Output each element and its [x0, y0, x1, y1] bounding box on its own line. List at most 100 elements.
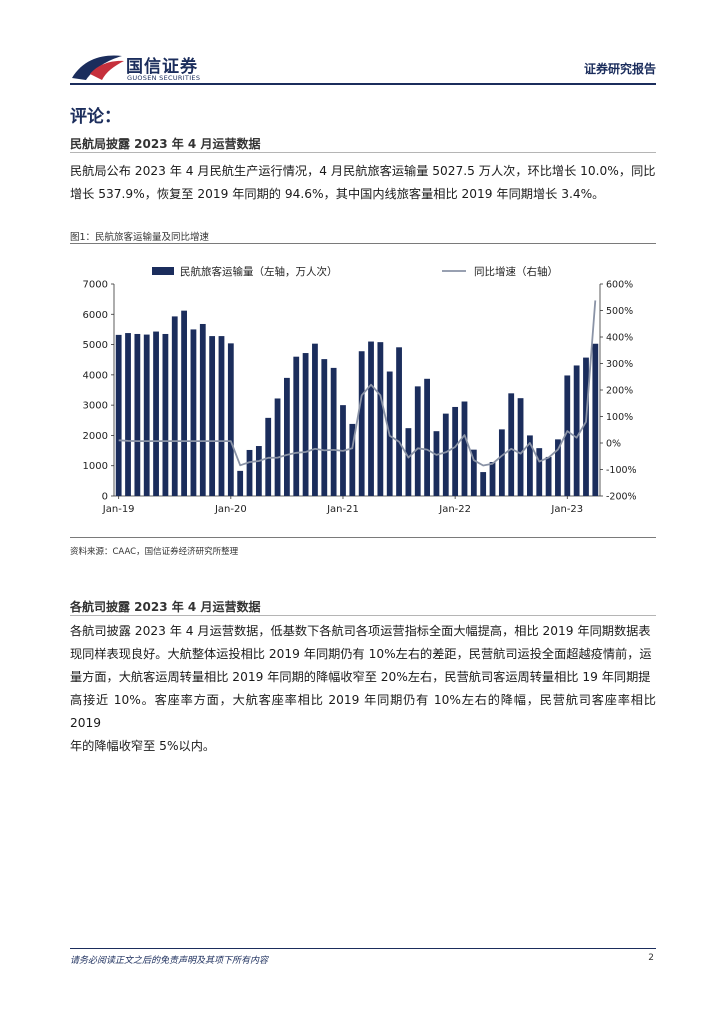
- bar: [527, 435, 533, 496]
- section2-divider: [70, 615, 656, 616]
- passenger-chart: 民航旅客运输量（左轴，万人次） 同比增速（右轴） 0 1000 2000 3000 400…: [83, 265, 637, 515]
- section2-line: 各航司披露 2023 年 4 月运营数据，低基数下各航司各项运营指标全面大幅提高…: [70, 624, 651, 638]
- section1-line: 民航局公布 2023 年 4 月民航生产运行情况，4 月民航旅客运输量 5027…: [70, 164, 656, 178]
- bar: [414, 386, 421, 496]
- section2-line: 年的降幅收窄至 5%以内。: [70, 739, 216, 753]
- section1-paragraph: 民航局公布 2023 年 4 月民航生产运行情况，4 月民航旅客运输量 5027…: [70, 160, 656, 206]
- bar: [405, 428, 412, 496]
- left-tick-label: 2000: [83, 431, 108, 442]
- bar: [349, 423, 356, 496]
- figure-title: 图1：民航旅客运输量及同比增速: [70, 232, 210, 243]
- page-number: 2: [648, 953, 654, 963]
- left-tick-label: 3000: [83, 401, 108, 412]
- section2-title: 各航司披露 2023 年 4 月运营数据: [70, 600, 261, 614]
- bar: [573, 365, 580, 496]
- bar: [470, 449, 477, 496]
- growth-line: [118, 300, 597, 467]
- header-divider: [70, 83, 656, 85]
- section2-line: 量方面，大航客运周转量相比 2019 年同期的降幅收窄至 20%左右，民营航司客…: [70, 670, 651, 684]
- bar: [442, 413, 449, 496]
- left-tick-label: 5000: [83, 340, 108, 351]
- bar: [218, 336, 225, 496]
- bar: [377, 342, 384, 496]
- bar: [545, 456, 552, 496]
- section1-title: 民航局披露 2023 年 4 月运营数据: [70, 137, 261, 151]
- logo-text-en: GUOSEN SECURITIES: [127, 74, 201, 82]
- bar: [181, 310, 187, 496]
- x-tick-label: Jan-19: [102, 504, 135, 515]
- bar: [190, 329, 197, 496]
- bar: [368, 341, 374, 496]
- right-tick-label: 0%: [606, 439, 621, 450]
- right-tick-label: 500%: [606, 306, 633, 317]
- bar: [536, 448, 543, 496]
- bar: [199, 323, 206, 496]
- legend-label-line: 同比增速（右轴）: [474, 265, 558, 278]
- bar: [153, 331, 159, 496]
- x-tick-label: Jan-21: [326, 504, 359, 515]
- bar: [564, 375, 571, 496]
- bar: [592, 343, 599, 496]
- right-tick-label: 600%: [606, 280, 633, 291]
- bar: [358, 351, 365, 496]
- logo-text-cn: 国信证券: [126, 57, 198, 77]
- bar: [246, 449, 253, 496]
- left-tick-label: 6000: [83, 310, 108, 321]
- left-tick-label: 7000: [83, 280, 108, 291]
- section2-line: 现同样表现良好。大航整体运投相比 2019 年同期仍有 10%左右的差距，民营航…: [70, 647, 652, 661]
- section2-line: 高接近 10%。客座率方面，大航客座率相比 2019 年同期仍有 10%左右的降…: [70, 693, 656, 730]
- bar: [237, 470, 244, 496]
- bar: [433, 431, 440, 496]
- bar: [302, 353, 309, 496]
- bar: [162, 333, 169, 496]
- bar: [209, 336, 216, 496]
- report-type: 证券研究报告: [583, 62, 656, 76]
- bar: [330, 367, 337, 496]
- bar: [134, 333, 141, 496]
- bar: [312, 343, 318, 496]
- bar: [452, 406, 459, 496]
- legend-bar-swatch: [152, 267, 174, 275]
- bar: [396, 347, 402, 496]
- right-tick-label: 100%: [606, 412, 633, 423]
- left-tick-label: 1000: [83, 461, 108, 472]
- bar: [255, 446, 262, 496]
- x-tick-label: Jan-23: [550, 504, 583, 515]
- left-tick-label: 4000: [83, 370, 108, 381]
- right-tick-label: 300%: [606, 359, 633, 370]
- bar: [293, 356, 300, 496]
- bar: [489, 462, 496, 496]
- right-tick-label: -100%: [606, 465, 637, 476]
- section1-line: 增长 537.9%，恢复至 2019 年同期的 94.6%，其中国内线旅客量相比…: [70, 187, 605, 201]
- comment-title: 评论：: [70, 107, 121, 127]
- footer-divider: [70, 948, 656, 949]
- bar: [424, 378, 430, 496]
- section2-paragraph: 各航司披露 2023 年 4 月运营数据，低基数下各航司各项运营指标全面大幅提高…: [70, 620, 656, 758]
- legend-label-bars: 民航旅客运输量（左轴，万人次）: [180, 265, 338, 278]
- x-tick-label: Jan-22: [438, 504, 471, 515]
- figure-source: 资料来源：CAAC，国信证券经济研究所整理: [70, 547, 239, 557]
- section1-divider: [70, 152, 656, 153]
- bar: [517, 398, 524, 496]
- right-tick-label: 200%: [606, 386, 633, 397]
- left-tick-label: 0: [102, 492, 108, 503]
- bar: [274, 398, 281, 496]
- bar: [143, 334, 150, 496]
- bar: [461, 401, 468, 496]
- bar: [583, 357, 589, 496]
- figure-top-divider: [70, 243, 656, 244]
- bar: [171, 316, 178, 496]
- bar: [555, 439, 561, 496]
- footer-disclaimer: 请务必阅读正文之后的免责声明及其项下所有内容: [70, 956, 269, 966]
- bar: [480, 472, 487, 496]
- bar: [321, 359, 328, 496]
- bar: [508, 393, 515, 496]
- bar: [227, 343, 234, 496]
- x-tick-label: Jan-20: [214, 504, 247, 515]
- guosen-logo-icon: [72, 55, 124, 80]
- right-tick-label: -200%: [606, 492, 637, 503]
- figure-bottom-divider: [70, 537, 656, 538]
- right-tick-label: 400%: [606, 333, 633, 344]
- bar: [125, 333, 131, 496]
- bar: [115, 334, 122, 496]
